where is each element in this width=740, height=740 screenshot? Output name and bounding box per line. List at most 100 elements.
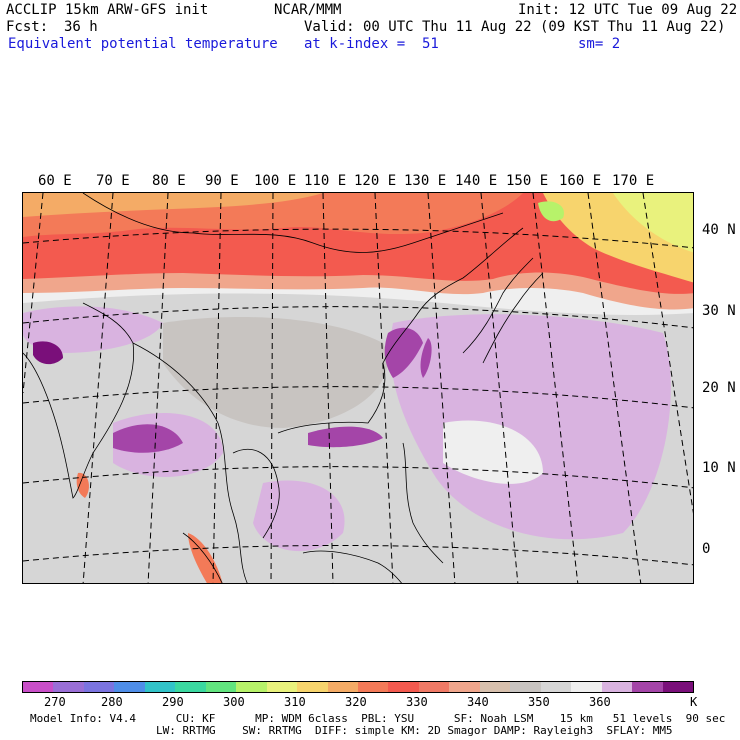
lat-label: 20 N [702, 380, 736, 396]
meridian-110e [322, 193, 334, 583]
field-purple-bay [113, 424, 183, 453]
coastlines [23, 193, 544, 583]
lon-label: 90 E [205, 173, 239, 189]
lon-label: 160 E [559, 173, 602, 189]
lon-label: 70 E [96, 173, 130, 189]
legend-swatch [266, 682, 298, 692]
meridian-120e [374, 193, 394, 583]
legend-tick-label: 280 [101, 695, 123, 709]
legend-swatch [662, 682, 693, 692]
lat-label: 0 [702, 541, 711, 557]
legend-swatch [144, 682, 176, 692]
legend-tick-label: 320 [345, 695, 367, 709]
legend-tick-label: 330 [406, 695, 428, 709]
lat-label: 10 N [702, 460, 736, 476]
field-lightpurple-india-north [23, 306, 163, 353]
legend-swatch [297, 682, 328, 692]
meridian-60e [23, 193, 44, 394]
coast-japan [482, 272, 544, 364]
legend-swatch [236, 682, 267, 692]
parallel-40n [23, 228, 693, 249]
legend-swatch [388, 682, 419, 692]
meridian-70e [82, 193, 114, 583]
coast-bay-east [132, 342, 248, 583]
init-time: Init: 12 UTC Tue 09 Aug 22 [518, 2, 738, 18]
valid-time: Valid: 00 UTC Thu 11 Aug 22 (09 KST Thu … [304, 19, 726, 35]
meridian-80e [147, 193, 169, 583]
coast-indochina [232, 448, 280, 539]
model-info: Model Info: V4.4 CU: KF MP: WDM 6class P… [30, 712, 726, 725]
lon-label: 100 E [254, 173, 297, 189]
legend-tick-label: 300 [223, 695, 245, 709]
legend-swatch [357, 682, 389, 692]
lat-label: 30 N [702, 303, 736, 319]
legend-tick-label: 310 [284, 695, 306, 709]
meridian-160e [587, 193, 642, 583]
coast-korea-japan [462, 257, 534, 354]
level-index: at k-index = 51 [304, 36, 439, 52]
coast-sumatra [182, 532, 223, 583]
lon-label: 130 E [404, 173, 447, 189]
legend-swatch [114, 682, 145, 692]
field-white-patch [443, 420, 543, 484]
lon-label: 140 E [455, 173, 498, 189]
field-darkgray-blob [163, 317, 388, 428]
meridian-130e [427, 193, 456, 583]
forecast-label: Fcst: [6, 19, 49, 35]
parallel-0 [23, 544, 693, 566]
lon-label: 110 E [304, 173, 347, 189]
field-green-patch [538, 201, 564, 222]
legend-swatch [23, 682, 54, 692]
meridian-100e [270, 193, 274, 583]
legend-units-label: K [690, 695, 698, 709]
legend-tick-label: 270 [44, 695, 66, 709]
meridian-170e [642, 193, 693, 514]
coast-philippines [402, 442, 444, 564]
field-gray-west [23, 340, 125, 533]
model-title: ACCLIP 15km ARW-GFS init [6, 2, 209, 18]
legend-tick-label: 290 [162, 695, 184, 709]
meridian-150e [532, 193, 579, 583]
field-orange-sumatra [188, 533, 223, 583]
lon-label: 120 E [354, 173, 397, 189]
field-purple-scs [308, 426, 383, 448]
field-lightpurple-sea [253, 480, 345, 552]
legend-swatch [601, 682, 633, 692]
legend-swatch [540, 682, 572, 692]
legend-tick-label: 350 [528, 695, 550, 709]
parallel-30n [23, 306, 693, 329]
legend-swatch [479, 682, 511, 692]
legend-swatch [632, 682, 663, 692]
legend-swatch [510, 682, 541, 692]
field-name: Equivalent potential temperature [8, 36, 278, 52]
institution-label: NCAR/MMM [274, 2, 342, 18]
legend-swatch [449, 682, 480, 692]
map-panel [22, 192, 694, 584]
theta-e-field [23, 193, 693, 583]
field-lightorange-band [23, 193, 323, 217]
lon-label: 80 E [152, 173, 186, 189]
lat-label: 40 N [702, 222, 736, 238]
lon-label: 60 E [38, 173, 72, 189]
parallel-20n [23, 386, 693, 409]
field-purple-china [384, 327, 423, 378]
parallel-10n [23, 466, 693, 489]
field-darkpurple-india [33, 341, 63, 365]
lon-label: 170 E [612, 173, 655, 189]
legend-swatch [571, 682, 602, 692]
legend-swatch [175, 682, 206, 692]
legend-tick-label: 340 [467, 695, 489, 709]
forecast-hour: 36 h [64, 19, 98, 35]
smoothing-label: sm= 2 [578, 36, 621, 52]
legend-swatch [83, 682, 115, 692]
coast-borneo [302, 550, 402, 583]
legend-tick-label: 360 [589, 695, 611, 709]
lon-label: 150 E [506, 173, 549, 189]
field-purple-strait [420, 338, 432, 378]
field-lightpurple-pacific [390, 314, 671, 540]
color-legend [22, 681, 694, 693]
field-orange-srilanka [76, 472, 89, 498]
legend-swatch [53, 682, 84, 692]
border-mongolia [82, 193, 504, 253]
